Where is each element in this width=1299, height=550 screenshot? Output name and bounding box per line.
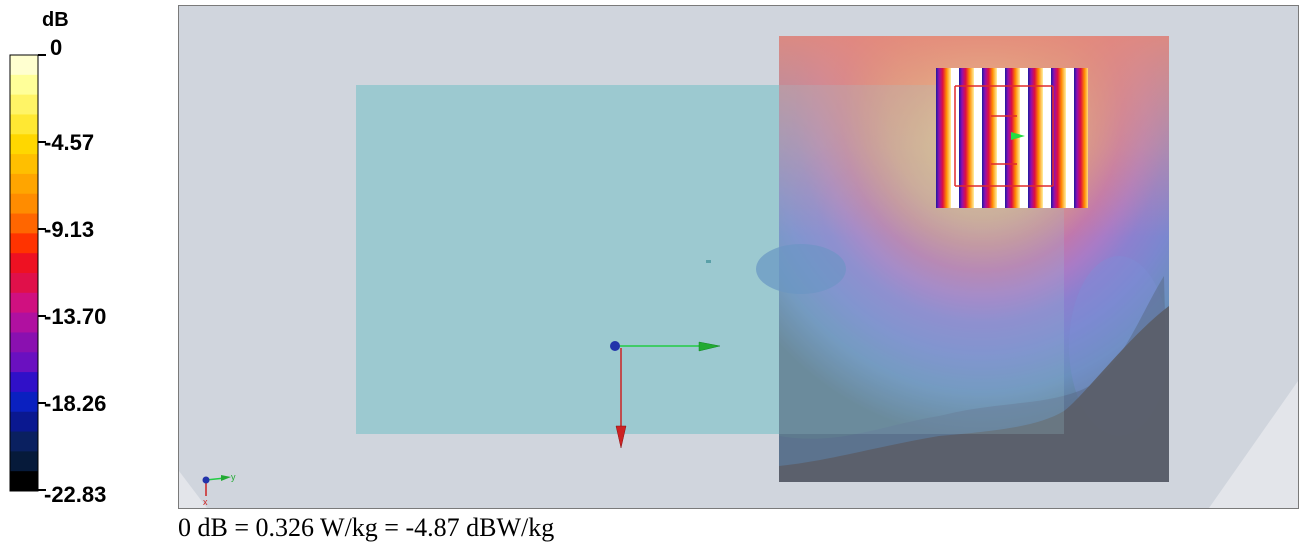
axis-orientation-triad: y x (202, 472, 236, 507)
legend-band (10, 292, 38, 314)
legend-band (10, 391, 38, 413)
legend-band (10, 114, 38, 135)
legend-band (10, 94, 38, 115)
legend-color-bands (10, 55, 38, 492)
legend-tick-2: -9.13 (44, 217, 94, 242)
legend-tick-marks (38, 54, 46, 491)
phantom-background (179, 381, 1298, 508)
legend-tick-4: -18.26 (44, 391, 106, 416)
legend-band (10, 253, 38, 274)
antenna-array-zoom-scan[interactable] (936, 68, 1088, 208)
legend-tick-0: 0 (50, 35, 62, 60)
legend-band (10, 74, 38, 96)
sar-field-map[interactable] (756, 36, 1169, 482)
coordinate-origin-gizmo[interactable] (610, 341, 721, 449)
legend-band (10, 471, 38, 492)
legend-band (10, 312, 38, 333)
legend-band (10, 332, 38, 353)
legend-tick-5: -22.83 (44, 482, 106, 507)
legend-band (10, 352, 38, 373)
triad-y-label: y (231, 472, 236, 482)
reference-value-caption: 0 dB = 0.326 W/kg = -4.87 dBW/kg (178, 513, 555, 542)
legend-band (10, 134, 38, 155)
legend-band (10, 55, 38, 76)
legend-band (10, 411, 38, 433)
legend-band (10, 431, 38, 452)
legend-band (10, 173, 38, 195)
3d-viewport[interactable]: y x (178, 5, 1299, 509)
legend-band (10, 213, 38, 234)
legend-band (10, 451, 38, 472)
color-scale-legend: dB 0 -4.57 -9.13 -13.70 -18.26 -22.83 (0, 0, 176, 510)
legend-band (10, 193, 38, 215)
legend-tick-3: -13.70 (44, 304, 106, 329)
legend-band (10, 233, 38, 254)
legend-tick-1: -4.57 (44, 130, 94, 155)
legend-band (10, 372, 38, 393)
legend-band (10, 273, 38, 294)
legend-frame (9, 54, 39, 492)
legend-unit-label: dB (42, 9, 69, 31)
triad-x-label: x (203, 497, 208, 507)
probe-marker (706, 260, 711, 263)
legend-band (10, 154, 38, 175)
